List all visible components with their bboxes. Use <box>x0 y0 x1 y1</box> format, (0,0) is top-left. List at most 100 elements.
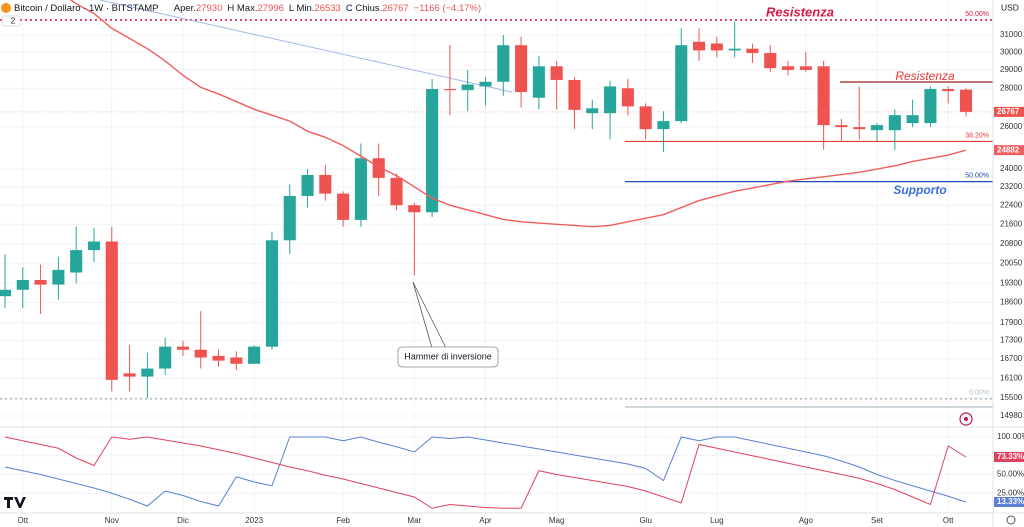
candle-body <box>746 48 759 54</box>
moving-average <box>69 0 967 228</box>
candle-body <box>105 241 118 380</box>
y-tick-label: 29000 <box>1000 65 1023 74</box>
osc-tick-label: 100.00% <box>997 432 1024 441</box>
last-price-tag <box>994 106 1024 117</box>
x-tick-label: Feb <box>336 516 350 525</box>
y-tick-label: 26000 <box>1000 122 1023 131</box>
candle-body <box>586 108 599 114</box>
candle-body <box>568 79 581 110</box>
annotation: Resistenza <box>766 4 834 19</box>
callout-pointer <box>412 281 433 349</box>
currency[interactable]: USD <box>1001 2 1019 12</box>
y-tick-label: 17300 <box>1000 336 1023 345</box>
indicator-toggle[interactable] <box>1 15 21 27</box>
annotation: Supporto <box>893 183 946 197</box>
candle-body <box>390 177 403 206</box>
y-tick-label: 31000 <box>1000 30 1023 39</box>
candle-body <box>532 66 545 98</box>
level-label: 50.00% <box>965 11 989 18</box>
osc-tick-label: 50.00% <box>997 470 1024 479</box>
candle-body <box>194 349 207 358</box>
annotation: Hammer di inversione <box>404 351 492 361</box>
x-tick-label: Lug <box>710 516 723 525</box>
candle-body <box>141 368 154 377</box>
candle-body <box>924 89 937 124</box>
osc-end-tag <box>994 497 1024 508</box>
logo <box>4 497 26 508</box>
annotation: Resistenza <box>895 69 955 83</box>
alert-icon-dot <box>964 417 968 421</box>
candle-body <box>212 355 225 361</box>
y-tick-label: 20050 <box>1000 258 1023 267</box>
candle-body <box>604 86 617 114</box>
y-tick-label: 24000 <box>1000 164 1023 173</box>
x-tick-label: Ott <box>17 516 28 525</box>
candle-body <box>550 66 563 80</box>
candle-body <box>230 357 243 364</box>
candle-body <box>443 89 456 91</box>
x-tick-label: Giu <box>639 516 651 525</box>
oscillator-line <box>4 436 967 509</box>
x-tick-label: Ott <box>943 516 954 525</box>
ohlc-label: H Max. <box>227 3 257 14</box>
logo-v <box>14 497 26 508</box>
candle-body <box>283 195 296 241</box>
y-tick-label: 23200 <box>1000 182 1023 191</box>
candle-body <box>835 125 848 128</box>
ohlc-label: Aper. <box>174 3 196 14</box>
y-tick-label: 20800 <box>1000 239 1023 248</box>
candle-body <box>123 373 136 377</box>
candle-body <box>959 89 973 112</box>
candle-body <box>354 158 367 220</box>
candle-body <box>337 193 350 220</box>
y-tick-label: 17900 <box>1000 318 1023 327</box>
x-tick-label: Mar <box>407 516 421 525</box>
level-label: 0.00% <box>969 390 989 397</box>
ohlc-value: 27930 <box>196 3 222 14</box>
y-tick-label: 28000 <box>1000 83 1023 92</box>
ohlc-label: L Min. <box>289 3 315 14</box>
y-tick-label: 14980 <box>1000 411 1023 420</box>
x-tick-label: Ago <box>799 516 814 525</box>
candle-body <box>693 41 706 51</box>
x-tick-label: Set <box>871 516 884 525</box>
y-tick-label: 18600 <box>1000 298 1023 307</box>
x-tick-label: Dic <box>177 516 189 525</box>
x-tick-label: Apr <box>479 516 492 525</box>
candle-body <box>301 174 314 196</box>
candle-body <box>621 88 634 107</box>
candle-body <box>710 43 723 51</box>
candle-body <box>176 346 190 350</box>
candle-body <box>870 125 884 131</box>
ohlc-value: 26767 <box>382 3 408 14</box>
axes: 31000 30000 29000 28000 26000 24000 23200 22400… <box>17 30 1024 525</box>
candle-body <box>799 66 812 70</box>
candle-body <box>52 269 65 285</box>
osc-end-label: 13.33% <box>997 497 1024 506</box>
y-tick-label: 16100 <box>1000 373 1023 382</box>
callout-pointer <box>412 281 447 349</box>
candle-body <box>159 346 172 369</box>
settings-icon[interactable] <box>1006 515 1016 525</box>
candle-body <box>781 66 795 70</box>
osc-tick-label: 25.00% <box>997 488 1024 497</box>
header-title: Bitcoin / Dollaro · 1W · BITSTAMP <box>14 3 158 14</box>
candle-body <box>817 66 830 126</box>
plot-area <box>0 0 993 399</box>
y-tick-label: 30000 <box>1000 47 1023 56</box>
header: Bitcoin / Dollaro · 1W · BITSTAMP Aper.27… <box>14 3 481 14</box>
annotations: 50.00% 38.20% 50.00% 0.00% Resistenza Resiste… <box>397 4 989 397</box>
ohlc-label: C Chius. <box>346 3 382 14</box>
last-price-label: 26767 <box>997 107 1020 116</box>
candle-body <box>888 115 901 131</box>
candle-body <box>906 115 919 124</box>
candle-body <box>0 289 12 297</box>
candle-body <box>639 106 652 130</box>
candle-body <box>764 53 777 69</box>
candle-body <box>319 174 332 194</box>
oscillator-line <box>4 436 967 507</box>
alert-icon[interactable] <box>959 412 973 426</box>
candle-body <box>497 45 510 82</box>
symbol-icon <box>1 3 11 13</box>
logo-t <box>4 497 13 508</box>
